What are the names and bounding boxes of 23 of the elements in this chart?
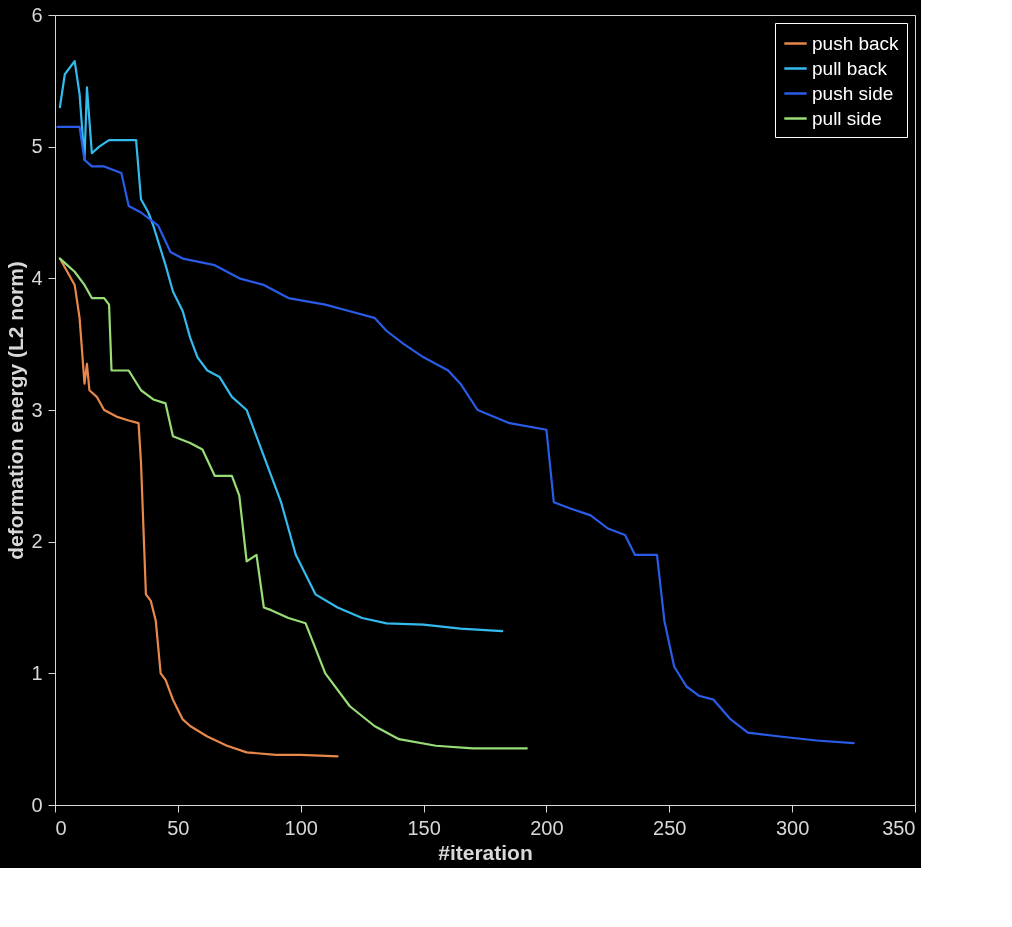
x-tick-label: 150 [407, 816, 441, 839]
y-tick-label: 6 [31, 3, 43, 26]
legend-label: push back [812, 32, 900, 54]
x-tick-label: 350 [882, 816, 916, 839]
line-series [58, 59, 504, 633]
y-tick-label: 4 [31, 266, 43, 289]
y-tick-label: 2 [31, 530, 43, 553]
y-tick-label: 1 [31, 661, 43, 684]
x-tick-label: 0 [55, 816, 67, 839]
x-tick-label: 100 [284, 816, 318, 839]
y-tick-label: 5 [31, 135, 43, 158]
x-tick-label: 200 [530, 816, 564, 839]
x-tick-label: 300 [775, 816, 810, 839]
x-axis-title: #iteration [438, 840, 533, 864]
line-series [58, 257, 528, 750]
y-tick-label: 0 [31, 793, 43, 816]
y-tick-label: 3 [31, 398, 43, 421]
x-tick-label: 250 [653, 816, 687, 839]
x-tick-label: 50 [167, 816, 190, 839]
legend-label: push side [812, 82, 894, 104]
legend-label: pull side [812, 107, 882, 129]
y-axis-title: deformation energy (L2 norm) [4, 261, 28, 560]
legend-label: pull back [812, 57, 888, 79]
